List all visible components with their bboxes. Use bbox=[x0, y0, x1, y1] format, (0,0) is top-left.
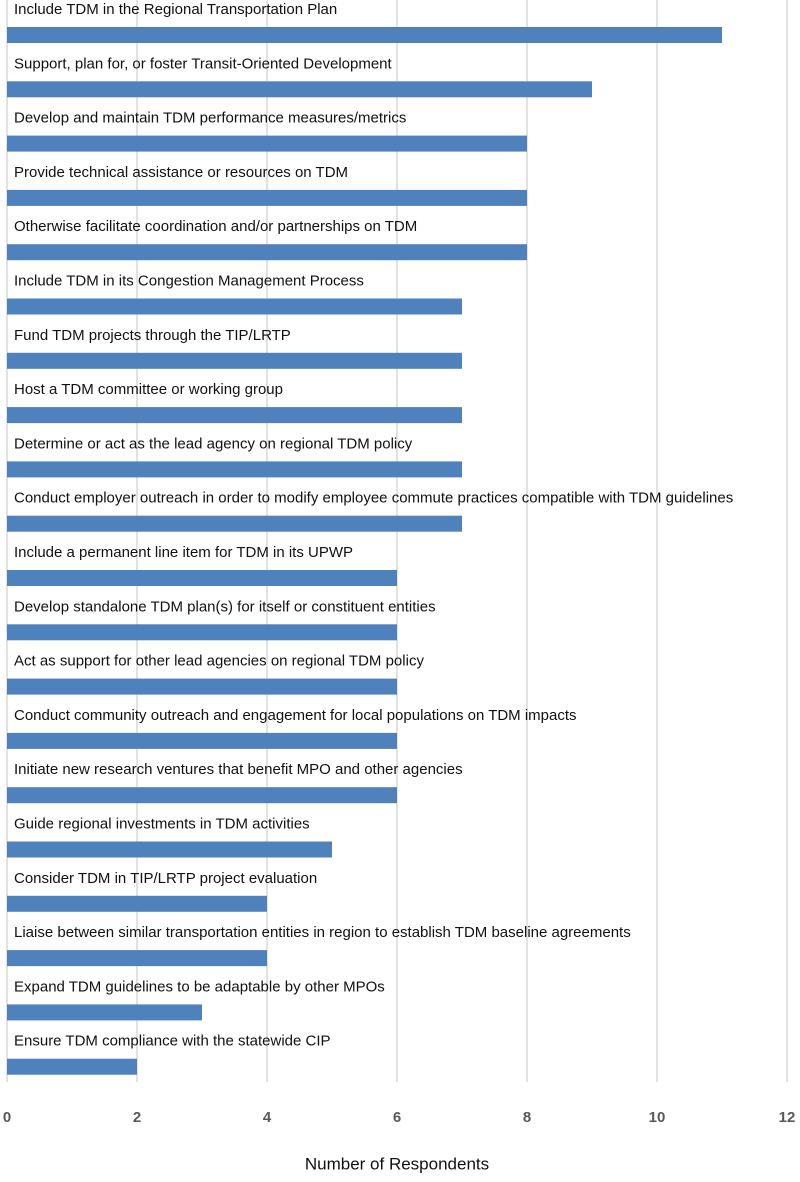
bar bbox=[7, 189, 527, 206]
category-label: Consider TDM in TIP/LRTP project evaluat… bbox=[14, 870, 317, 887]
category-label: Support, plan for, or foster Transit-Ori… bbox=[14, 55, 393, 72]
category-label: Act as support for other lead agencies o… bbox=[14, 653, 424, 670]
x-axis-title: Number of Respondents bbox=[305, 1154, 489, 1173]
bar bbox=[7, 1058, 137, 1075]
category-label: Guide regional investments in TDM activi… bbox=[14, 815, 310, 832]
category-label: Conduct employer outreach in order to mo… bbox=[14, 490, 733, 507]
x-tick-label: 10 bbox=[649, 1109, 666, 1126]
category-label: Expand TDM guidelines to be adaptable by… bbox=[14, 978, 385, 995]
category-label: Conduct community outreach and engagemen… bbox=[14, 707, 577, 724]
x-tick-label: 8 bbox=[523, 1109, 531, 1126]
bar bbox=[7, 624, 397, 641]
category-label: Determine or act as the lead agency on r… bbox=[14, 435, 413, 452]
bar bbox=[7, 515, 462, 532]
category-label: Include TDM in the Regional Transportati… bbox=[14, 1, 337, 18]
bar bbox=[7, 787, 397, 804]
category-label: Develop standalone TDM plan(s) for itsel… bbox=[14, 598, 436, 615]
x-tick-label: 0 bbox=[3, 1109, 11, 1126]
bar bbox=[7, 895, 267, 912]
bar bbox=[7, 841, 332, 858]
bar bbox=[7, 244, 527, 261]
bar bbox=[7, 732, 397, 749]
bar bbox=[7, 298, 462, 315]
category-label: Develop and maintain TDM performance mea… bbox=[14, 110, 406, 127]
bar bbox=[7, 461, 462, 478]
bar bbox=[7, 407, 462, 424]
bar bbox=[7, 678, 397, 695]
category-label: Initiate new research ventures that bene… bbox=[14, 761, 463, 778]
category-label: Ensure TDM compliance with the statewide… bbox=[14, 1033, 331, 1050]
category-label: Fund TDM projects through the TIP/LRTP bbox=[14, 327, 291, 344]
category-label: Include a permanent line item for TDM in… bbox=[14, 544, 353, 561]
bar bbox=[7, 950, 267, 967]
x-tick-label: 2 bbox=[133, 1109, 141, 1126]
category-label: Provide technical assistance or resource… bbox=[14, 164, 348, 181]
bar bbox=[7, 1004, 202, 1021]
category-label: Include TDM in its Congestion Management… bbox=[14, 272, 364, 289]
bar bbox=[7, 81, 592, 98]
x-tick-label: 6 bbox=[393, 1109, 401, 1126]
category-label: Host a TDM committee or working group bbox=[14, 381, 283, 398]
bar bbox=[7, 27, 722, 43]
bar bbox=[7, 135, 527, 152]
bar bbox=[7, 352, 462, 369]
bar bbox=[7, 570, 397, 586]
x-tick-label: 12 bbox=[779, 1109, 796, 1126]
x-tick-label: 4 bbox=[263, 1109, 272, 1126]
category-label: Otherwise facilitate coordination and/or… bbox=[14, 218, 417, 235]
category-label: Liaise between similar transportation en… bbox=[14, 924, 631, 941]
